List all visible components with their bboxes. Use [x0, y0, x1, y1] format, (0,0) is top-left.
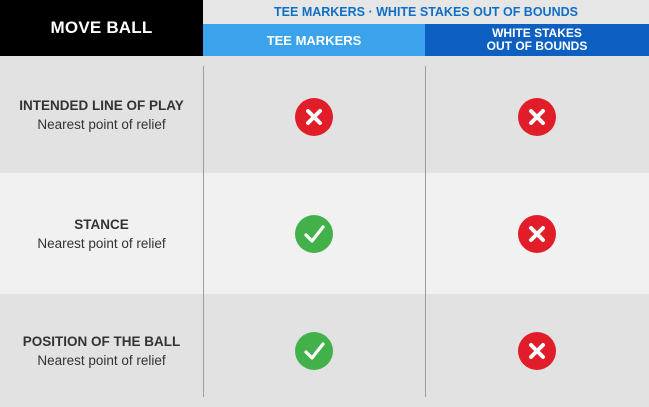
- column-header-white-stakes: WHITE STAKES OUT OF BOUNDS: [425, 24, 649, 68]
- row-subtitle: Nearest point of relief: [37, 235, 166, 251]
- row-label: INTENDED LINE OF PLAY Nearest point of r…: [0, 56, 203, 173]
- cross-icon: [518, 214, 556, 253]
- move-ball-header: MOVE BALL: [0, 0, 203, 56]
- column-header-label-line2: OUT OF BOUNDS: [486, 39, 588, 53]
- cross-icon: [518, 331, 556, 370]
- column-divider: [203, 66, 204, 397]
- cell-white-stakes: [425, 294, 649, 407]
- cell-tee-markers: [203, 173, 425, 294]
- column-header-tee-markers: TEE MARKERS: [203, 24, 425, 68]
- columns-group-header: TEE MARKERS · WHITE STAKES OUT OF BOUNDS: [203, 0, 649, 24]
- row-title: STANCE: [74, 216, 129, 232]
- cross-icon: [518, 97, 556, 136]
- cross-icon: [295, 97, 333, 136]
- table-row: POSITION OF THE BALL Nearest point of re…: [0, 294, 649, 407]
- cell-white-stakes: [425, 56, 649, 175]
- row-subtitle: Nearest point of relief: [37, 116, 166, 132]
- row-title: INTENDED LINE OF PLAY: [19, 97, 184, 113]
- cell-white-stakes: [425, 173, 649, 294]
- table-row: STANCE Nearest point of relief: [0, 173, 649, 294]
- row-title: POSITION OF THE BALL: [22, 333, 181, 349]
- table-row: INTENDED LINE OF PLAY Nearest point of r…: [0, 56, 649, 173]
- check-icon: [295, 214, 333, 253]
- row-label: STANCE Nearest point of relief: [0, 173, 203, 294]
- row-subtitle: Nearest point of relief: [37, 352, 166, 368]
- row-label: POSITION OF THE BALL Nearest point of re…: [0, 294, 203, 407]
- cell-tee-markers: [203, 56, 425, 175]
- column-header-label: TEE MARKERS: [266, 32, 362, 48]
- column-divider: [425, 66, 426, 397]
- column-header-label-line1: WHITE STAKES: [492, 26, 582, 40]
- cell-tee-markers: [203, 294, 425, 407]
- check-icon: [295, 331, 333, 370]
